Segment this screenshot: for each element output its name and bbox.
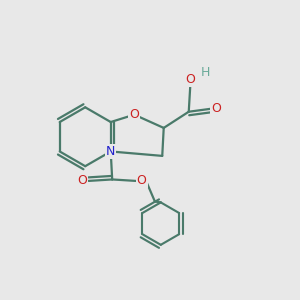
Text: O: O: [185, 73, 195, 86]
Text: O: O: [211, 102, 221, 115]
Text: O: O: [77, 174, 87, 188]
Text: N: N: [106, 145, 116, 158]
Text: O: O: [129, 108, 139, 121]
Text: H: H: [200, 66, 210, 79]
Text: O: O: [137, 174, 147, 188]
